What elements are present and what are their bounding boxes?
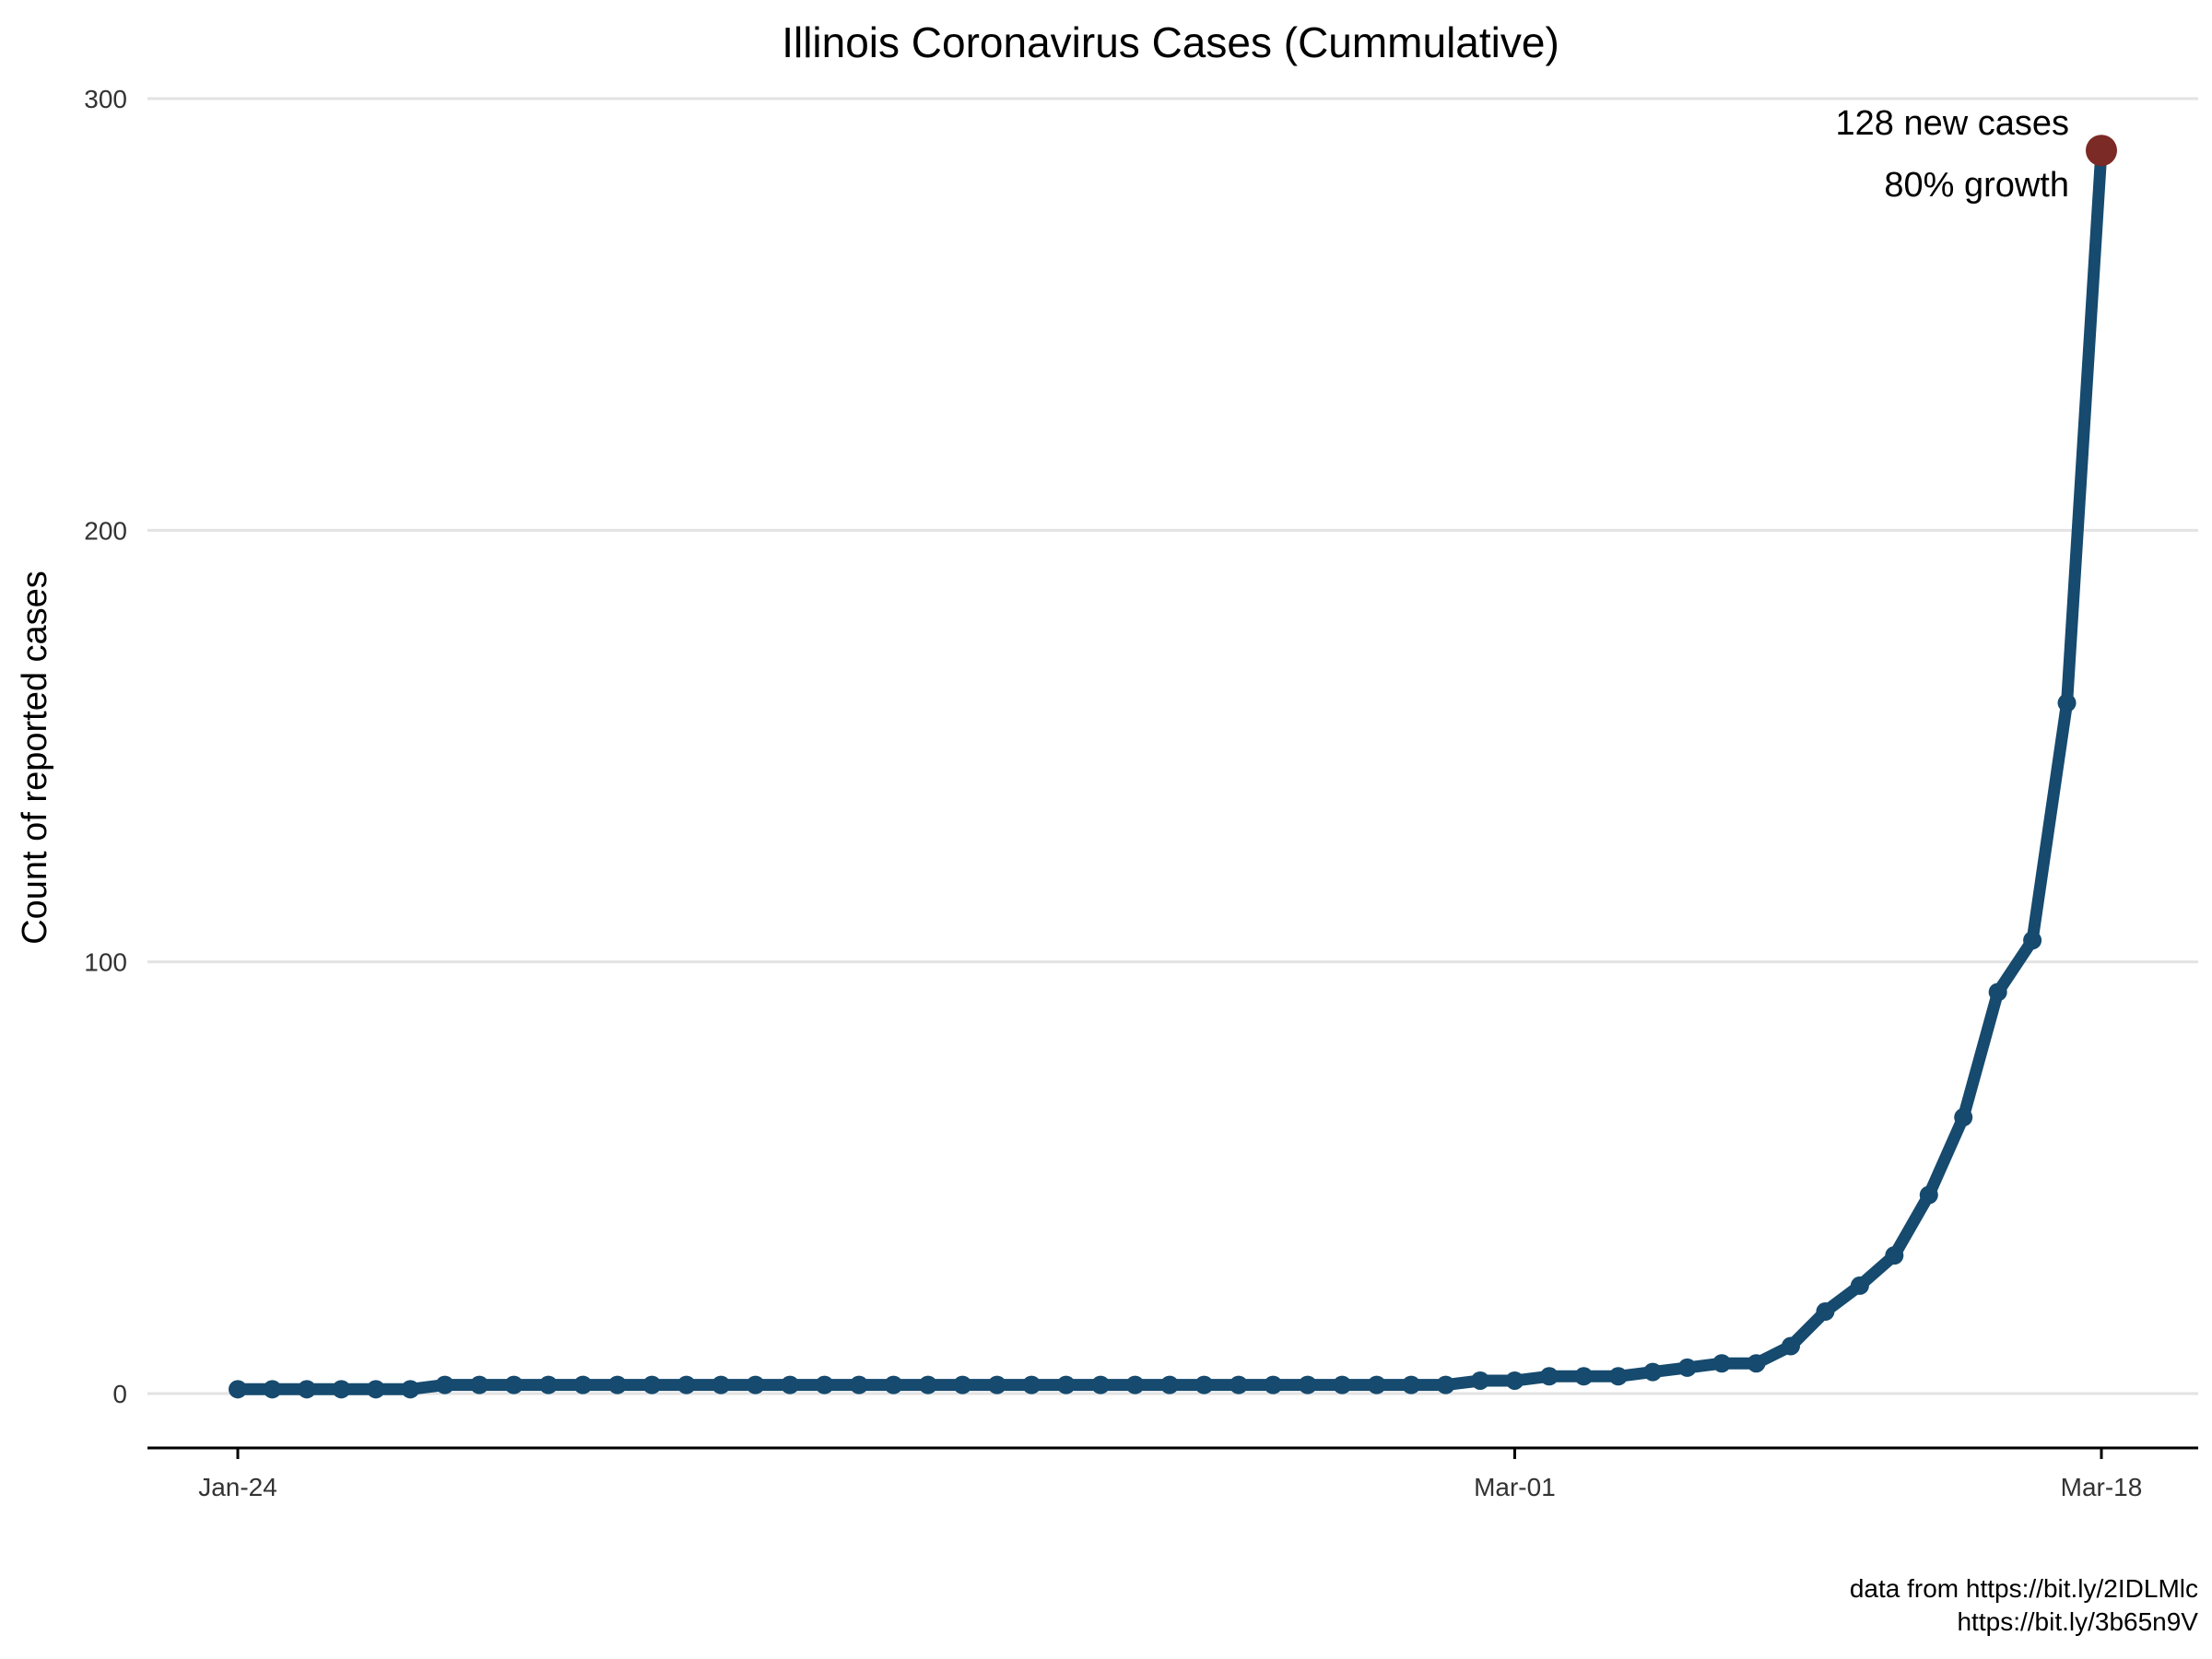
data-point: [366, 1380, 385, 1399]
data-point: [1436, 1375, 1455, 1394]
data-point: [1264, 1375, 1283, 1394]
data-point: [1574, 1367, 1594, 1386]
chart-title: Illinois Coronavirus Cases (Cummulative): [782, 18, 1559, 66]
annotation-growth: 80% growth: [1884, 166, 2069, 205]
data-point: [1333, 1375, 1352, 1394]
data-point: [1298, 1375, 1317, 1394]
data-point: [1608, 1367, 1628, 1386]
data-point: [1056, 1375, 1076, 1394]
data-point: [1816, 1302, 1835, 1322]
data-point: [1160, 1375, 1179, 1394]
data-point: [1125, 1375, 1145, 1394]
data-point: [263, 1380, 282, 1399]
data-point: [539, 1375, 558, 1394]
data-point: [1505, 1371, 1524, 1390]
data-point: [746, 1375, 765, 1394]
data-point: [332, 1380, 351, 1399]
data-point: [1367, 1375, 1386, 1394]
data-point: [2023, 931, 2042, 950]
data-point: [1539, 1367, 1559, 1386]
data-point: [435, 1375, 454, 1394]
gridlines: [147, 97, 2198, 1395]
highlight-point: [2086, 135, 2117, 167]
data-point: [1229, 1375, 1248, 1394]
data-point: [573, 1375, 593, 1394]
data-point: [677, 1375, 696, 1394]
data-point: [1022, 1375, 1041, 1394]
data-point: [918, 1375, 937, 1394]
data-point: [987, 1375, 1006, 1394]
data-point: [884, 1375, 903, 1394]
data-point: [1677, 1358, 1697, 1377]
series-line: [231, 144, 2108, 1395]
data-point: [504, 1375, 524, 1394]
caption-source-2: https://bit.ly/3b65n9V: [1957, 1607, 2198, 1636]
x-tick-label: Jan-24: [198, 1473, 277, 1501]
data-point: [642, 1375, 662, 1394]
data-point: [2057, 693, 2077, 712]
y-tick-label: 100: [84, 948, 127, 977]
data-point: [1402, 1375, 1421, 1394]
caption-source-1: data from https://bit.ly/2IDLMlc: [1850, 1574, 2198, 1603]
y-axis-label: Count of reported cases: [16, 571, 54, 945]
data-point: [815, 1375, 834, 1394]
data-point: [712, 1375, 731, 1394]
data-point: [1194, 1375, 1214, 1394]
data-point: [1954, 1108, 1973, 1127]
data-point: [781, 1375, 800, 1394]
series-cases: [229, 135, 2117, 1399]
data-point: [607, 1375, 627, 1394]
data-point: [1643, 1362, 1663, 1382]
data-point: [1471, 1371, 1489, 1390]
y-tick-label: 200: [84, 516, 127, 545]
data-point: [1919, 1185, 1938, 1205]
data-point: [1091, 1375, 1111, 1394]
y-axis-ticks: 0 100 200 300: [84, 85, 127, 1408]
x-axis-ticks: Jan-24 Mar-01 Mar-18: [198, 1448, 2142, 1501]
data-point: [953, 1375, 972, 1394]
data-point: [470, 1375, 489, 1394]
data-point: [1850, 1276, 1869, 1295]
annotation-new-cases: 128 new cases: [1836, 104, 2070, 143]
data-point: [229, 1380, 247, 1399]
x-tick-label: Mar-18: [2061, 1473, 2143, 1501]
data-point: [1782, 1336, 1800, 1356]
x-tick-label: Mar-01: [1474, 1473, 1556, 1501]
y-tick-label: 300: [84, 85, 127, 113]
data-point: [1747, 1354, 1766, 1373]
y-tick-label: 0: [112, 1380, 127, 1408]
data-point: [1885, 1246, 1904, 1265]
data-point: [1988, 982, 2007, 1002]
data-point: [297, 1380, 316, 1399]
data-point: [850, 1375, 868, 1394]
data-point: [1712, 1354, 1732, 1373]
data-point: [401, 1380, 420, 1399]
